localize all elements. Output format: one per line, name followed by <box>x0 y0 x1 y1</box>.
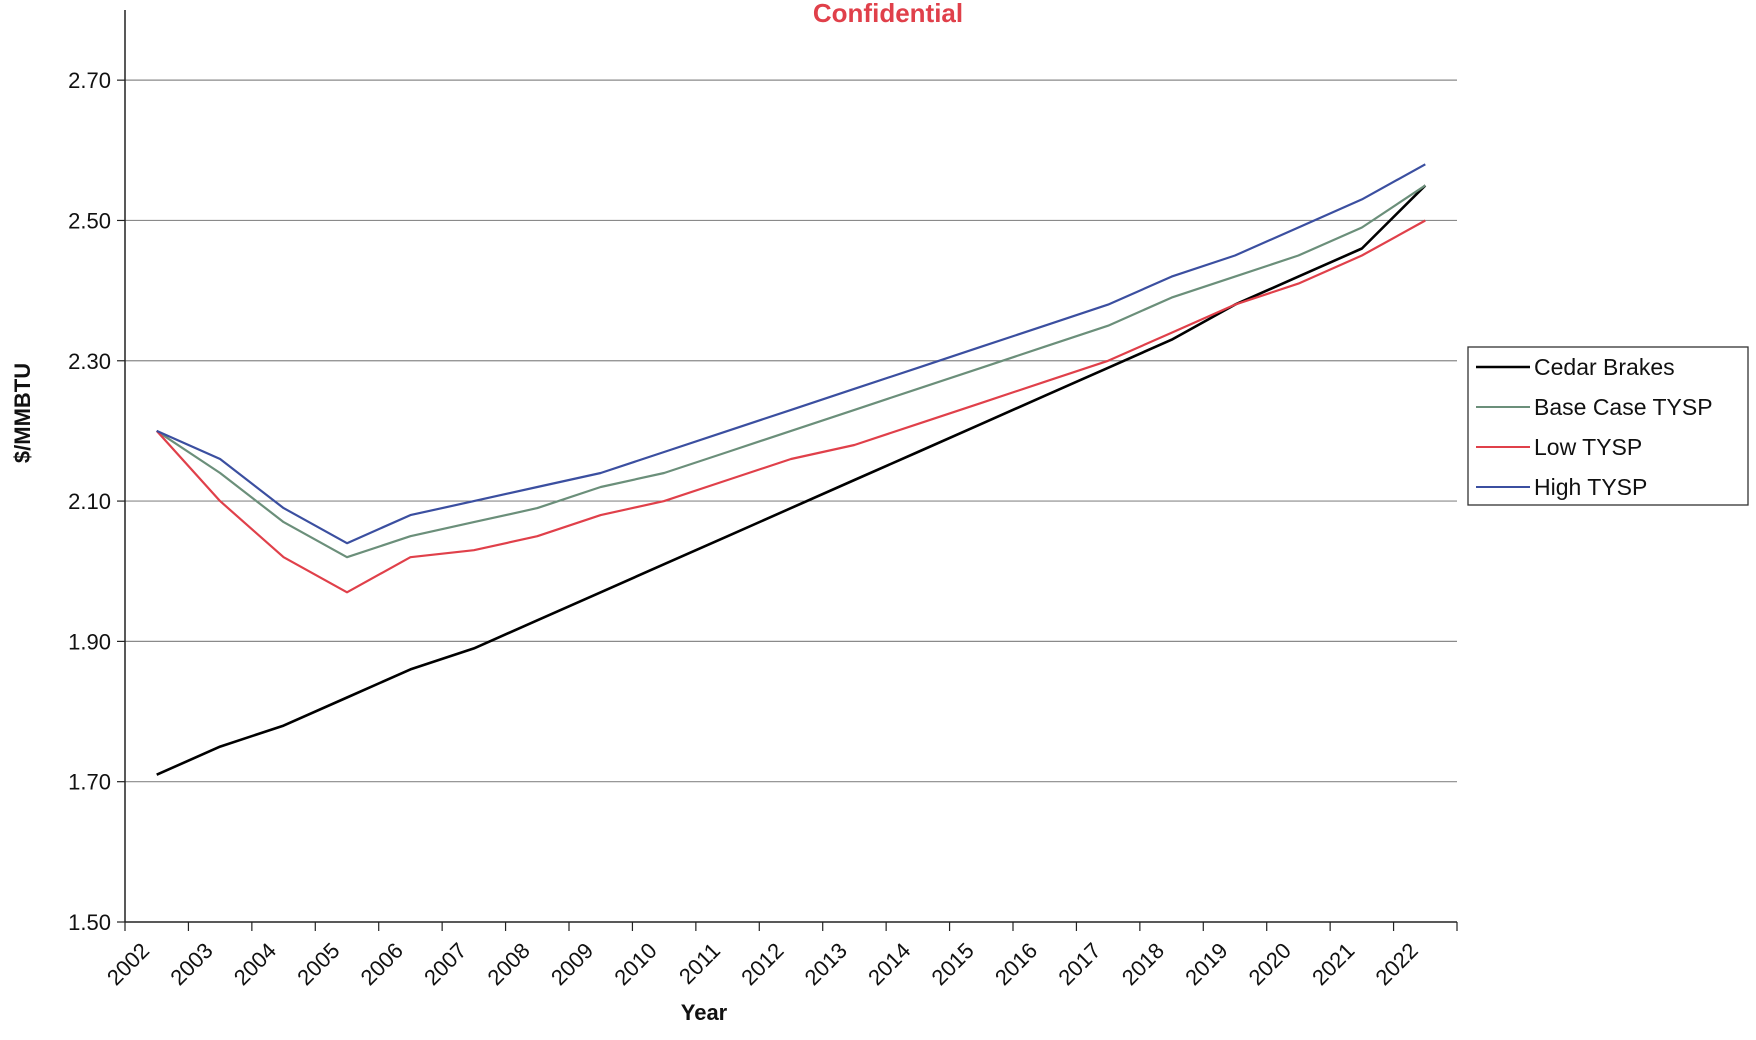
x-tick-label: 2015 <box>927 938 979 990</box>
legend: Cedar Brakes Base Case TYSP Low TYSP High T… <box>1467 346 1749 506</box>
x-tick-label: 2022 <box>1371 938 1423 990</box>
series-line-base-case-tysp <box>156 184 1426 559</box>
confidential-label: Confidential <box>813 0 963 28</box>
x-tick-label: 2005 <box>292 938 344 990</box>
x-tick-label: 2003 <box>165 938 217 990</box>
x-tick-label: 2010 <box>609 938 661 990</box>
x-tick-label: 2012 <box>736 938 788 990</box>
x-tick-label: 2020 <box>1244 938 1296 990</box>
y-tick-label: 1.50 <box>68 910 111 935</box>
x-tick-label: 2007 <box>419 938 471 990</box>
x-tick-label: 2002 <box>102 938 154 990</box>
x-tick-label: 2013 <box>800 938 852 990</box>
series-line-cedar-brakes <box>156 184 1427 776</box>
y-tick-label: 2.70 <box>68 68 111 93</box>
y-tick-label: 2.10 <box>68 489 111 514</box>
x-tick-label: 2019 <box>1180 938 1232 990</box>
x-tick-label: 2018 <box>1117 938 1169 990</box>
legend-label-cedar-brakes: Cedar Brakes <box>1534 354 1675 380</box>
legend-box <box>1467 346 1749 506</box>
y-tick-label: 1.70 <box>68 770 111 795</box>
x-tick-labels: 2002 2003 2004 2005 2006 2007 2008 2009 2010 2011… <box>102 938 1423 990</box>
x-tick-label: 2006 <box>356 938 408 990</box>
y-tick-label: 2.30 <box>68 349 111 374</box>
y-axis-title: $/MMBTU <box>10 363 35 463</box>
x-tick-label: 2017 <box>1053 938 1105 990</box>
axes <box>124 10 1458 931</box>
y-tick-labels: 1.50 1.70 1.90 2.10 2.30 2.50 2.70 <box>68 68 111 935</box>
x-axis-title: Year <box>681 1000 728 1025</box>
legend-label-high-tysp: High TYSP <box>1534 474 1647 500</box>
legend-label-low-tysp: Low TYSP <box>1534 434 1642 460</box>
x-tick-label: 2008 <box>483 938 535 990</box>
x-tick-label: 2011 <box>674 938 725 989</box>
gridlines <box>117 79 1457 923</box>
legend-label-base-case-tysp: Base Case TYSP <box>1534 394 1713 420</box>
y-tick-label: 1.90 <box>68 629 111 654</box>
series-line-low-tysp <box>155 219 1426 594</box>
series-line-high-tysp <box>156 163 1426 545</box>
x-tick-label: 2014 <box>863 938 915 990</box>
y-tick-label: 2.50 <box>68 208 111 233</box>
x-tick-label: 2009 <box>546 938 598 990</box>
x-tick-label: 2021 <box>1307 938 1359 990</box>
x-tick-label: 2004 <box>229 938 281 990</box>
x-tick-label: 2016 <box>990 938 1042 990</box>
series-lines <box>155 163 1427 776</box>
